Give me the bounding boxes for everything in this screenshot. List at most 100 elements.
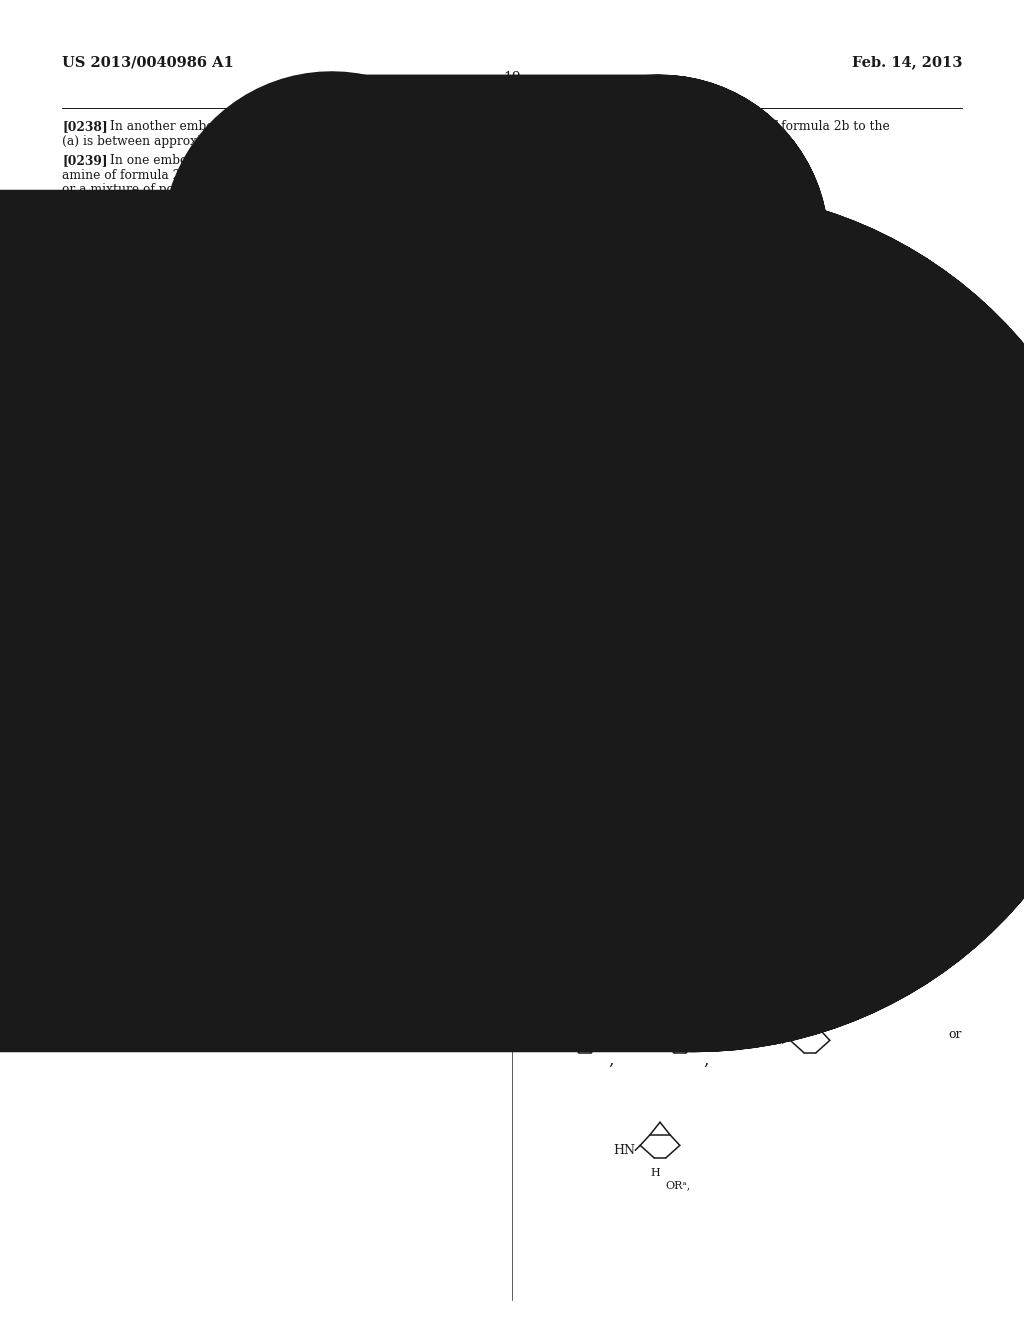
Text: O: O — [187, 425, 198, 438]
Text: 2f: 2f — [635, 664, 645, 675]
Text: 3: 3 — [551, 781, 556, 789]
Text: 1: 1 — [692, 777, 697, 785]
Text: X: X — [792, 252, 799, 261]
Text: Y: Y — [186, 675, 194, 684]
Text: A: A — [262, 433, 271, 446]
Text: HN: HN — [763, 1034, 785, 1047]
Text: palladium catalyst. When palladium is the catalyst, the sol-: palladium catalyst. When palladium is th… — [62, 198, 430, 210]
Text: of formula 1d to provide a compound of formula 1: of formula 1d to provide a compound of f… — [532, 371, 843, 384]
Text: 1: 1 — [272, 785, 278, 795]
Text: R: R — [537, 776, 545, 787]
Text: R: R — [95, 438, 104, 447]
Text: R: R — [214, 657, 222, 667]
Text: 2b: 2b — [232, 836, 247, 845]
Text: X: X — [666, 628, 674, 639]
Text: Y: Y — [213, 453, 220, 463]
Text: N: N — [618, 425, 629, 436]
Text: 1: 1 — [222, 661, 228, 669]
Text: ethanol.: ethanol. — [62, 242, 113, 253]
Text: or: or — [948, 1028, 962, 1041]
Text: A: A — [803, 255, 812, 268]
Text: X: X — [636, 252, 644, 261]
Text: [0247]: [0247] — [532, 940, 578, 953]
Text: the amine of formula 3 is: the amine of formula 3 is — [580, 940, 736, 953]
Text: O₂N: O₂N — [189, 774, 213, 783]
Text: R: R — [555, 775, 564, 784]
Text: (Ic): (Ic) — [578, 785, 597, 795]
Text: O: O — [662, 430, 672, 444]
Text: A: A — [678, 632, 687, 645]
Text: amine of formula 3 to provide a compound of formula 2b: amine of formula 3 to provide a compound… — [62, 572, 416, 585]
Text: 2: 2 — [570, 780, 575, 788]
Text: HN: HN — [613, 1144, 635, 1156]
Text: HN: HN — [633, 1039, 655, 1052]
Text: R: R — [634, 235, 642, 244]
Text: HN: HN — [539, 1034, 560, 1047]
Text: 2: 2 — [109, 445, 115, 453]
Text: [0244]: [0244] — [532, 120, 578, 133]
Text: R: R — [684, 774, 692, 783]
Text: (b) converting the compound of formula 2b to the: (b) converting the compound of formula 2… — [580, 120, 890, 133]
Text: H₂N: H₂N — [714, 226, 738, 236]
Text: In one embodiment of the process for making the: In one embodiment of the process for mak… — [110, 154, 419, 168]
Text: (Ic): (Ic) — [370, 393, 390, 407]
Text: A: A — [648, 255, 657, 268]
Text: O: O — [640, 755, 650, 768]
Text: 2a: 2a — [183, 710, 197, 719]
Text: 19: 19 — [503, 71, 521, 84]
Text: vent in step (b) typically is a polar protic solvent such as an: vent in step (b) typically is a polar pr… — [62, 213, 433, 224]
Text: R: R — [227, 426, 236, 437]
Text: N: N — [632, 787, 642, 796]
Text: [0239]: [0239] — [62, 154, 108, 168]
Text: R: R — [548, 453, 556, 463]
Text: and: and — [532, 339, 555, 352]
Text: [0243]: [0243] — [62, 557, 108, 570]
Text: H: H — [810, 1016, 820, 1027]
Text: [0240]: [0240] — [62, 260, 108, 273]
Text: US 2013/0040986 A1: US 2013/0040986 A1 — [62, 55, 233, 69]
Text: 3: 3 — [562, 458, 567, 466]
Text: 3: 3 — [257, 639, 265, 652]
Text: amine of formula 2c, step (b) occurs in a polar protic solvent: amine of formula 2c, step (b) occurs in … — [62, 169, 440, 181]
Text: 2b: 2b — [603, 288, 617, 297]
Text: 1: 1 — [236, 430, 241, 440]
Text: 2: 2 — [584, 458, 589, 466]
Text: R: R — [264, 781, 272, 791]
Text: 2c: 2c — [759, 288, 772, 297]
Text: O₂N: O₂N — [560, 226, 583, 236]
Text: H: H — [639, 793, 648, 801]
Text: or Zn and AcOH.: or Zn and AcOH. — [62, 289, 167, 302]
Text: R: R — [790, 235, 797, 244]
Text: O₂N: O₂N — [139, 648, 163, 657]
Text: amine of formula 2c via hydrogenation: amine of formula 2c via hydrogenation — [532, 135, 774, 148]
Text: Y: Y — [606, 252, 613, 261]
Text: wherein Hal is F, Cl, Br, or I;: wherein Hal is F, Cl, Br, or I; — [580, 921, 758, 935]
Text: ,: , — [608, 1052, 613, 1068]
Text: Hal: Hal — [216, 661, 237, 671]
Text: Y: Y — [636, 628, 644, 639]
Text: or pharmaceutically acceptable  salts  thereof,: or pharmaceutically acceptable salts the… — [110, 523, 399, 536]
Text: H: H — [150, 421, 160, 432]
Text: H: H — [197, 459, 205, 469]
Text: +: + — [748, 450, 766, 473]
Text: H: H — [601, 763, 610, 772]
Text: 1: 1 — [642, 239, 647, 247]
Text: R: R — [76, 441, 85, 450]
Text: [0242]: [0242] — [62, 523, 108, 536]
Text: protic solvent, such as water, in the presence of Fe and FeSO₄: protic solvent, such as water, in the pr… — [62, 275, 449, 288]
Text: comprising the steps of:: comprising the steps of: — [62, 537, 212, 550]
Text: Y: Y — [651, 784, 658, 793]
Text: (a) is between approximately 2 and approximately 30 hours.: (a) is between approximately 2 and appro… — [62, 135, 437, 148]
Text: A: A — [279, 803, 288, 816]
Text: In another embodiment, step (b) occurs in a polar: In another embodiment, step (b) occurs i… — [110, 260, 421, 273]
Text: A: A — [228, 677, 238, 690]
Text: or a mixture of polar protic solvents in the presence of a: or a mixture of polar protic solvents in… — [62, 183, 414, 195]
Text: [0241]: [0241] — [62, 309, 108, 322]
Text: 3: 3 — [90, 445, 95, 453]
Text: R: R — [665, 612, 672, 622]
Text: X: X — [685, 787, 693, 796]
Text: 1: 1 — [672, 616, 678, 624]
Text: N: N — [601, 752, 610, 763]
Text: R: R — [569, 451, 578, 462]
Text: O: O — [632, 758, 642, 771]
